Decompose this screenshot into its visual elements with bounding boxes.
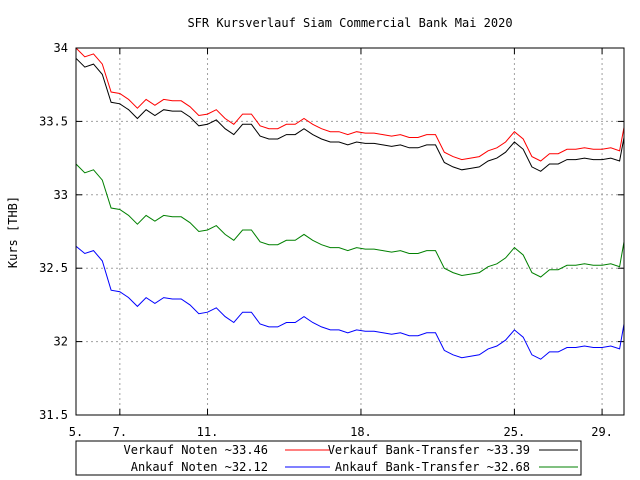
x-tick-label: 25. <box>504 425 526 439</box>
y-tick-label: 31.5 <box>39 408 68 422</box>
y-tick-label: 32 <box>54 335 68 349</box>
x-tick-label: 7. <box>113 425 127 439</box>
y-tick-label: 34 <box>54 41 68 55</box>
x-axis-ticks: 5. 7. 11. 18. 25. 29. <box>69 48 613 439</box>
y-axis-ticks: 31.5 32 32.5 33 33.5 34 <box>39 41 624 422</box>
y-tick-label: 33.5 <box>39 114 68 128</box>
series-line-2 <box>75 245 625 360</box>
series-line-3 <box>75 163 625 278</box>
chart-title: SFR Kursverlauf Siam Commercial Bank Mai… <box>187 16 512 30</box>
x-tick-label: 18. <box>350 425 372 439</box>
series-line-0 <box>75 47 625 162</box>
x-tick-label: 11. <box>197 425 219 439</box>
legend-box <box>75 440 582 476</box>
legend-label-0: Verkauf Noten ~33.46 <box>124 443 269 457</box>
legend-label-2: Ankauf Noten ~32.12 <box>131 460 268 474</box>
y-tick-label: 32.5 <box>39 261 68 275</box>
series-line-1 <box>75 57 625 172</box>
plot-frame <box>75 47 625 416</box>
legend-label-3: Ankauf Bank-Transfer ~32.68 <box>335 460 530 474</box>
series-group <box>75 47 625 360</box>
legend: Verkauf Noten ~33.46 Verkauf Bank-Transfe… <box>75 440 582 476</box>
legend-label-1: Verkauf Bank-Transfer ~33.39 <box>328 443 530 457</box>
y-axis-label: Kurs [THB] <box>6 196 20 268</box>
grid <box>76 48 624 415</box>
x-tick-label: 5. <box>69 425 83 439</box>
y-tick-label: 33 <box>54 188 68 202</box>
x-tick-label: 29. <box>591 425 613 439</box>
